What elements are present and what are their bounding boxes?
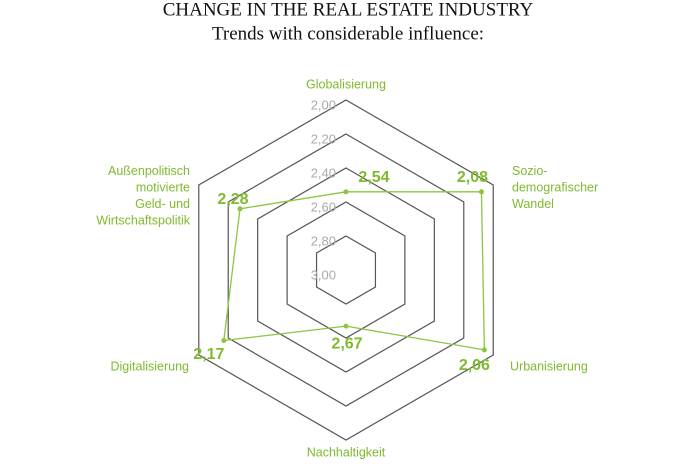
grid-hexagon (286, 201, 406, 339)
data-point (237, 206, 243, 212)
axis-label: Digitalisierung (110, 359, 189, 373)
grid-hexagon (227, 133, 465, 407)
value-label: 2,08 (457, 169, 488, 186)
chart-title: CHANGE IN THE REAL ESTATE INDUSTRY (163, 0, 534, 20)
axis-label: Urbanisierung (510, 359, 588, 373)
value-label: 2,17 (193, 346, 224, 363)
tick-label: 2,00 (311, 97, 336, 112)
value-label: 2,06 (459, 357, 490, 374)
axis-label: Nachhaltigkeit (307, 445, 386, 459)
chart-subtitle: Trends with considerable influence: (212, 23, 484, 44)
data-point (221, 338, 227, 344)
grid-hexagon (315, 235, 377, 305)
tick-label: 2,20 (311, 131, 336, 146)
grid-hexagon (257, 167, 435, 373)
data-point (343, 189, 349, 195)
data-point (343, 323, 349, 329)
tick-label: 2,60 (311, 199, 336, 214)
value-label: 2,54 (358, 169, 389, 186)
axis-label: Sozio-demografischer Wandel (512, 164, 598, 211)
axis-label: Außenpolitisch motivierte Geld- und Wirtsch… (96, 164, 191, 228)
value-label: 2,67 (331, 335, 362, 352)
grid-hexagon (198, 99, 494, 441)
tick-label: 2,80 (311, 233, 336, 248)
tick-label: 2,40 (311, 165, 336, 180)
value-label: 2,28 (217, 191, 248, 208)
axis-label: Globalisierung (306, 77, 386, 91)
data-point (478, 189, 484, 195)
data-point (481, 347, 487, 353)
tick-label: 3,00 (311, 267, 336, 282)
